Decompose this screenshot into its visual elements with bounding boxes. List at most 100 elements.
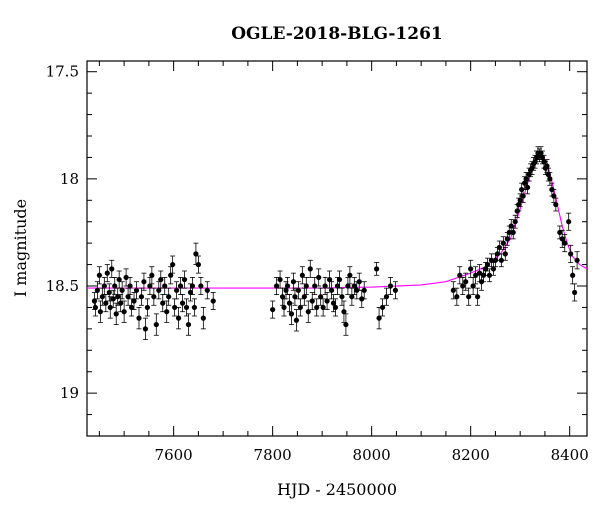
- data-point: [104, 264, 110, 283]
- point-marker: [332, 304, 339, 311]
- data-point: [392, 281, 399, 300]
- point-marker: [305, 309, 311, 315]
- data-point: [551, 189, 557, 203]
- point-marker: [473, 272, 479, 278]
- point-marker: [523, 176, 529, 182]
- point-marker: [512, 219, 518, 225]
- point-marker: [103, 300, 109, 306]
- y-axis-ticks: 17.5 18 18.5 19: [46, 63, 587, 437]
- point-marker: [185, 321, 192, 328]
- point-marker: [334, 283, 341, 289]
- point-marker: [101, 283, 107, 289]
- point-marker: [166, 294, 172, 300]
- data-point: [387, 277, 394, 295]
- data-point: [328, 281, 335, 300]
- data-point: [118, 294, 124, 313]
- data-point: [379, 298, 386, 317]
- data-point: [94, 281, 100, 300]
- data-point: [559, 229, 565, 248]
- model-curve: [87, 154, 588, 289]
- point-marker: [347, 272, 353, 278]
- point-marker: [174, 287, 180, 293]
- point-marker: [125, 294, 131, 300]
- data-point: [361, 281, 367, 300]
- point-marker: [572, 289, 578, 296]
- point-marker: [562, 240, 568, 246]
- point-marker: [496, 244, 502, 251]
- y-tick-label: 19: [60, 384, 79, 402]
- data-point: [136, 307, 142, 330]
- point-marker: [463, 279, 469, 285]
- data-point: [168, 266, 174, 285]
- data-point: [270, 300, 276, 319]
- x-tick-label: 8000: [353, 446, 391, 464]
- data-point: [103, 294, 109, 313]
- point-marker: [345, 283, 351, 289]
- point-marker: [551, 193, 557, 199]
- point-marker: [316, 274, 322, 281]
- data-point: [318, 287, 324, 306]
- data-point: [99, 287, 105, 306]
- point-marker: [320, 304, 326, 311]
- point-marker: [94, 287, 100, 293]
- point-marker: [336, 276, 343, 283]
- point-marker: [559, 236, 565, 242]
- point-marker: [128, 304, 135, 311]
- point-marker: [112, 283, 118, 289]
- point-marker: [379, 304, 386, 311]
- point-marker: [210, 298, 216, 304]
- data-point: [156, 281, 162, 300]
- point-marker: [482, 266, 489, 272]
- point-marker: [189, 283, 196, 289]
- data-point: [123, 268, 129, 287]
- point-marker: [142, 326, 149, 332]
- data-point: [309, 292, 315, 310]
- data-point: [553, 197, 559, 212]
- point-marker: [116, 276, 122, 283]
- point-marker: [454, 294, 460, 300]
- data-point: [314, 298, 320, 317]
- data-point: [460, 277, 466, 295]
- point-marker: [198, 283, 204, 289]
- data-point: [149, 266, 155, 285]
- y-tick-label: 17.5: [46, 63, 79, 81]
- data-point: [303, 277, 309, 295]
- point-marker: [307, 266, 313, 272]
- point-marker: [147, 283, 153, 289]
- point-marker: [170, 261, 176, 268]
- chart-title: OGLE-2018-BLG-1261: [231, 24, 443, 44]
- data-point: [181, 270, 188, 289]
- data-point: [474, 287, 481, 306]
- point-marker: [295, 287, 301, 293]
- point-marker: [392, 287, 399, 293]
- data-point: [383, 287, 390, 306]
- point-marker: [544, 163, 550, 169]
- point-marker: [127, 283, 133, 289]
- point-marker: [343, 321, 349, 328]
- point-marker: [339, 294, 345, 300]
- point-marker: [123, 274, 129, 281]
- x-axis-ticks: 7600 7800 8000 8200 8400: [98, 61, 589, 464]
- point-marker: [299, 272, 305, 278]
- point-marker: [301, 294, 307, 300]
- data-point: [144, 298, 150, 317]
- data-point: [195, 255, 201, 274]
- data-point: [297, 298, 303, 317]
- point-marker: [136, 315, 142, 321]
- point-marker: [349, 294, 355, 300]
- data-point: [343, 313, 349, 336]
- data-point: [570, 266, 576, 285]
- data-point: [332, 298, 339, 317]
- point-marker: [460, 283, 466, 289]
- point-marker: [138, 294, 145, 300]
- point-marker: [181, 276, 188, 283]
- data-point: [183, 298, 190, 317]
- data-point: [322, 277, 328, 295]
- point-marker: [330, 300, 337, 306]
- data-point: [374, 262, 380, 276]
- data-point: [336, 270, 343, 289]
- data-point: [307, 259, 313, 278]
- data-point: [562, 234, 568, 253]
- data-point: [557, 225, 563, 240]
- data-point: [468, 259, 474, 278]
